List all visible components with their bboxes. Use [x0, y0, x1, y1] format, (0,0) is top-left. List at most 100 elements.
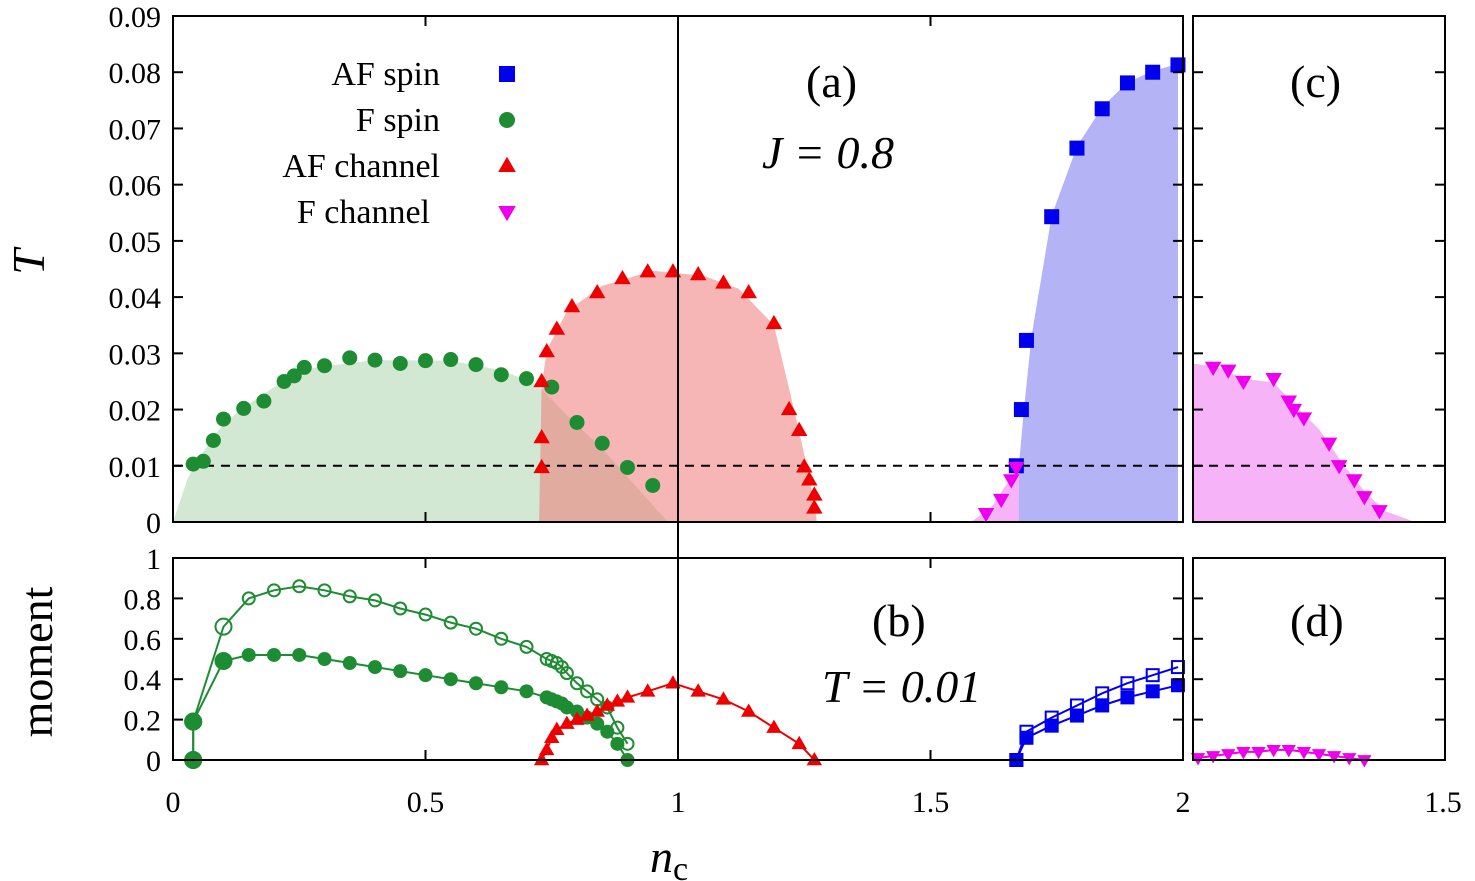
panel-a-ytick-label: 0.09 — [109, 1, 162, 34]
data-point — [1119, 75, 1135, 91]
data-point — [544, 729, 560, 744]
panel-b-param-label: T = 0.01 — [822, 661, 981, 712]
data-point — [443, 615, 458, 630]
af-spin-region — [1018, 63, 1178, 523]
data-point — [1120, 676, 1135, 691]
f-channel-region — [970, 465, 1022, 522]
data-point — [519, 684, 534, 699]
data-point — [765, 314, 783, 330]
data-point — [494, 680, 509, 695]
data-point — [1206, 751, 1221, 764]
data-point — [1170, 678, 1185, 693]
data-point — [1296, 747, 1312, 760]
data-point — [1044, 718, 1059, 733]
data-point — [806, 751, 823, 766]
data-point — [468, 357, 484, 373]
data-point — [1266, 745, 1281, 758]
data-point — [766, 719, 782, 733]
panel-a-marks — [185, 57, 1186, 523]
data-point — [665, 675, 681, 689]
data-point — [790, 421, 808, 436]
data-point — [1280, 395, 1298, 410]
data-point — [317, 583, 332, 598]
data-point — [342, 656, 357, 671]
panel-b-xtick-label: 2 — [1176, 786, 1191, 819]
data-point — [1221, 749, 1236, 762]
data-point — [392, 355, 408, 371]
data-point — [1008, 461, 1025, 477]
panel-b-ytick-label: 0.8 — [124, 583, 162, 616]
panel-d-frame — [1192, 557, 1446, 761]
data-point — [533, 751, 550, 766]
data-point — [806, 499, 823, 514]
data-point — [469, 621, 483, 636]
panel-d-annotation: (d) — [1290, 595, 1344, 646]
data-point — [559, 666, 574, 681]
data-point — [533, 458, 550, 474]
data-point — [570, 676, 584, 691]
data-point — [393, 601, 408, 616]
legend-marker — [498, 156, 516, 172]
series-line — [192, 585, 629, 760]
data-point — [342, 589, 357, 604]
data-point — [538, 343, 555, 358]
data-point — [317, 652, 332, 666]
panel-c-frame — [1192, 15, 1446, 523]
data-point — [599, 697, 615, 711]
legend-label: F spin — [356, 102, 440, 139]
data-point — [690, 683, 706, 697]
data-point — [214, 617, 233, 636]
data-point — [267, 583, 281, 598]
data-point — [1320, 437, 1338, 452]
panel-b-annotation: (b) — [872, 595, 926, 646]
data-point — [1145, 684, 1160, 699]
data-point — [292, 647, 307, 662]
data-point — [1330, 460, 1348, 475]
data-point — [715, 691, 732, 705]
panel-b-xtick-label: 1.5 — [912, 786, 950, 819]
panel-b-ytick-label: 0.6 — [124, 624, 162, 657]
panel-a-ytick-label: 0.02 — [109, 395, 162, 428]
data-point — [418, 353, 433, 369]
data-point — [569, 414, 585, 430]
panel-a-annotation: (a) — [806, 56, 857, 107]
panel-a-ytick-label: 0.03 — [109, 338, 162, 371]
data-point — [992, 493, 1010, 509]
x-axis-label-subscript: c — [673, 851, 688, 881]
legend-label: AF channel — [282, 148, 440, 185]
data-point — [241, 647, 256, 662]
data-point — [368, 593, 382, 608]
series-line — [1015, 666, 1179, 761]
data-point — [1069, 140, 1085, 156]
legend-label: AF spin — [331, 56, 440, 93]
data-point — [1220, 364, 1237, 379]
data-point — [1013, 402, 1029, 418]
data-point — [600, 724, 615, 739]
panel-a-ytick-label: 0.01 — [109, 451, 162, 484]
data-point — [443, 352, 459, 368]
panel-a-ytick-label: 0.04 — [109, 282, 162, 315]
data-point — [609, 693, 626, 707]
data-point — [1236, 747, 1251, 760]
panel-b-xtick-label: 0 — [166, 786, 181, 819]
data-point — [367, 352, 383, 368]
panel-c-marks — [1204, 361, 1388, 520]
data-point — [645, 477, 661, 493]
panel-a-ytick-label: 0.08 — [109, 57, 162, 90]
panel-b-ytick-label: 0 — [146, 745, 161, 778]
data-point — [184, 712, 203, 731]
data-point — [216, 411, 231, 427]
panel-a-param-label: J = 0.8 — [762, 127, 894, 178]
data-point — [368, 660, 382, 675]
data-point — [741, 703, 757, 717]
panel-a-ticks: 0 0.01 0.02 0.03 0.04 0.05 0.06 0.07 0.08 0.09 — [109, 1, 1184, 540]
data-point — [588, 283, 606, 299]
data-point — [796, 458, 813, 473]
data-point — [241, 591, 256, 606]
data-point — [533, 429, 550, 444]
data-point — [1235, 375, 1252, 391]
data-point — [801, 471, 818, 486]
data-point — [1326, 751, 1342, 764]
data-point — [236, 400, 252, 416]
